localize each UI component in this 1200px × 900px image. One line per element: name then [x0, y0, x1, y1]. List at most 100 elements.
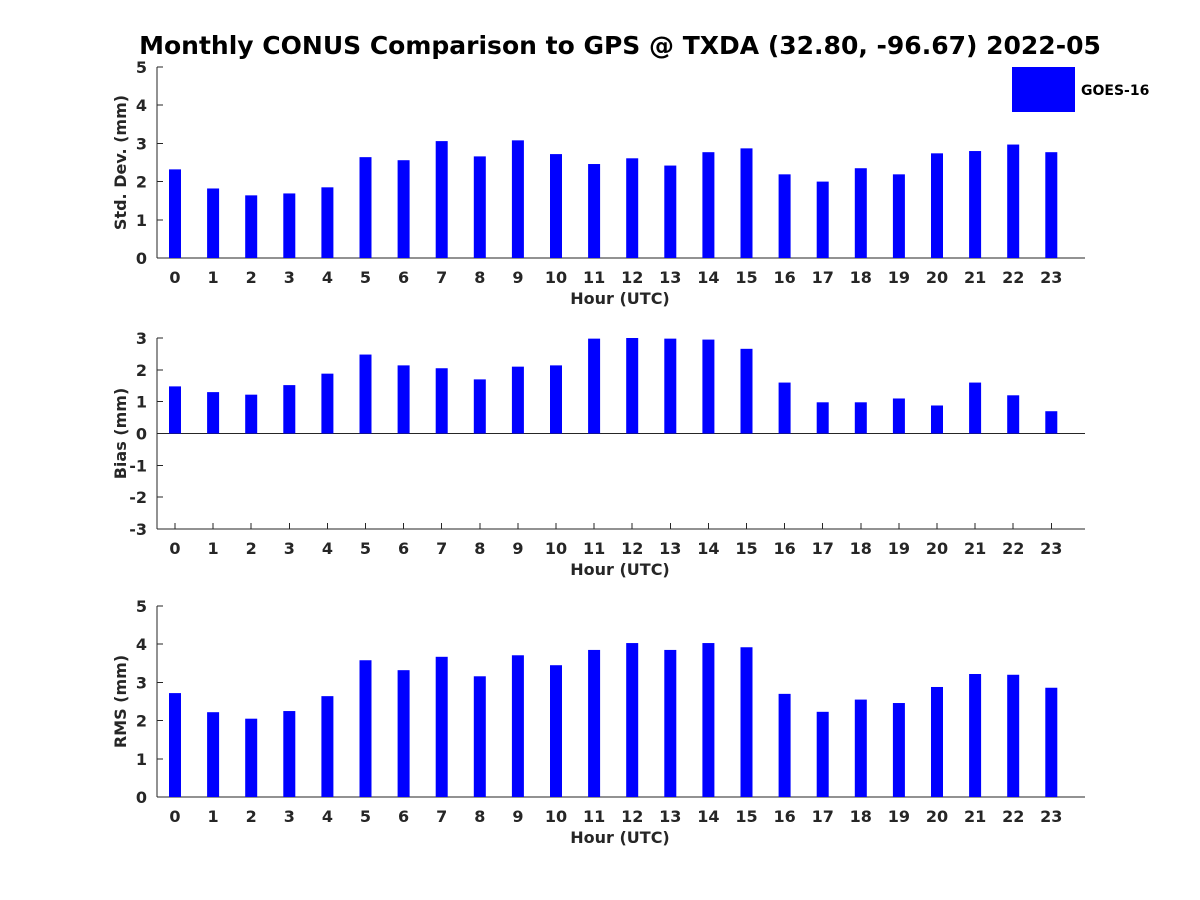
- x-tick-label: 18: [850, 807, 872, 826]
- bar-hour-6: [397, 365, 410, 434]
- y-tick-label: -1: [129, 456, 147, 475]
- x-tick-label: 4: [322, 807, 333, 826]
- x-tick-label: 23: [1040, 268, 1062, 287]
- x-tick-label: 20: [926, 807, 948, 826]
- x-tick-label: 4: [322, 268, 333, 287]
- legend-swatch-goes-16: [1012, 67, 1075, 112]
- bar-hour-22: [1007, 395, 1020, 434]
- bar-hour-4: [321, 696, 334, 797]
- x-tick-label: 7: [436, 268, 447, 287]
- x-tick-label: 16: [773, 807, 795, 826]
- x-tick-label: 23: [1040, 539, 1062, 558]
- bar-hour-20: [931, 686, 943, 797]
- bar-hour-9: [511, 655, 524, 797]
- bar-hour-22: [1007, 144, 1020, 258]
- bar-hour-10: [550, 365, 562, 434]
- y-tick-label: 0: [136, 249, 147, 268]
- bar-hour-21: [969, 382, 982, 434]
- x-tick-label: 17: [812, 539, 834, 558]
- bar-hour-3: [283, 385, 296, 434]
- x-tick-label: 10: [545, 539, 567, 558]
- legend-label-goes-16: GOES-16: [1081, 83, 1149, 99]
- bar-hour-1: [207, 392, 220, 434]
- x-tick-label: 9: [512, 807, 523, 826]
- x-tick-label: 19: [888, 268, 910, 287]
- bar-hour-8: [473, 676, 486, 797]
- legend: GOES-16: [1012, 67, 1149, 112]
- y-tick-label: 1: [136, 393, 147, 412]
- bar-hour-19: [892, 703, 905, 797]
- x-tick-label: 10: [545, 268, 567, 287]
- bar-hour-18: [854, 699, 867, 797]
- x-tick-label: 15: [735, 539, 757, 558]
- y-axis-label: Std. Dev. (mm): [111, 95, 130, 230]
- x-tick-label: 16: [773, 539, 795, 558]
- bar-hour-15: [740, 148, 753, 258]
- bar-hour-7: [435, 141, 448, 258]
- x-tick-label: 0: [169, 268, 180, 287]
- bar-hour-14: [702, 152, 715, 258]
- x-tick-label: 17: [812, 807, 834, 826]
- y-tick-label: 5: [136, 597, 147, 616]
- y-tick-label: 2: [136, 361, 147, 380]
- bar-hour-18: [854, 402, 867, 434]
- x-tick-label: 13: [659, 268, 681, 287]
- bar-hour-22: [1007, 674, 1020, 797]
- bar-hour-15: [740, 647, 753, 797]
- x-tick-label: 13: [659, 539, 681, 558]
- bar-hour-1: [207, 712, 220, 797]
- y-tick-label: 2: [136, 712, 147, 731]
- x-tick-label: 17: [812, 268, 834, 287]
- x-tick-label: 19: [888, 807, 910, 826]
- y-tick-label: 0: [136, 425, 147, 444]
- x-tick-label: 22: [1002, 268, 1024, 287]
- y-tick-label: 0: [136, 788, 147, 807]
- bar-hour-3: [283, 193, 296, 258]
- bar-hour-13: [664, 649, 677, 797]
- x-tick-label: 6: [398, 268, 409, 287]
- x-tick-label: 8: [474, 268, 485, 287]
- x-tick-label: 18: [850, 268, 872, 287]
- x-tick-label: 9: [512, 268, 523, 287]
- x-tick-label: 20: [926, 268, 948, 287]
- bar-hour-11: [588, 164, 601, 258]
- x-axis-label: Hour (UTC): [570, 289, 670, 308]
- bar-hour-8: [473, 379, 486, 434]
- x-tick-label: 14: [697, 807, 719, 826]
- bar-hour-2: [245, 195, 258, 258]
- y-axis-label: Bias (mm): [111, 388, 130, 480]
- bar-hour-17: [816, 181, 829, 258]
- bar-hour-10: [550, 154, 562, 258]
- bar-hour-23: [1045, 411, 1058, 434]
- bar-hour-5: [359, 157, 372, 258]
- x-tick-label: 11: [583, 539, 605, 558]
- bar-hour-18: [854, 168, 867, 258]
- x-tick-label: 14: [697, 268, 719, 287]
- x-tick-label: 12: [621, 268, 643, 287]
- bar-hour-11: [588, 649, 601, 797]
- x-tick-label: 12: [621, 807, 643, 826]
- x-tick-label: 2: [246, 807, 257, 826]
- bar-hour-13: [664, 338, 677, 434]
- bar-hour-12: [626, 158, 639, 258]
- x-tick-label: 15: [735, 268, 757, 287]
- x-tick-label: 0: [169, 539, 180, 558]
- bar-hour-0: [169, 169, 181, 258]
- x-tick-label: 19: [888, 539, 910, 558]
- x-tick-label: 2: [246, 539, 257, 558]
- x-tick-label: 10: [545, 807, 567, 826]
- x-tick-label: 22: [1002, 807, 1024, 826]
- x-tick-label: 20: [926, 539, 948, 558]
- bar-hour-2: [245, 394, 258, 434]
- x-tick-label: 18: [850, 539, 872, 558]
- x-tick-label: 5: [360, 268, 371, 287]
- y-tick-label: 3: [136, 673, 147, 692]
- x-tick-label: 9: [512, 539, 523, 558]
- y-tick-label: 3: [136, 329, 147, 348]
- x-tick-label: 13: [659, 807, 681, 826]
- x-tick-label: 5: [360, 539, 371, 558]
- bar-hour-17: [816, 711, 829, 797]
